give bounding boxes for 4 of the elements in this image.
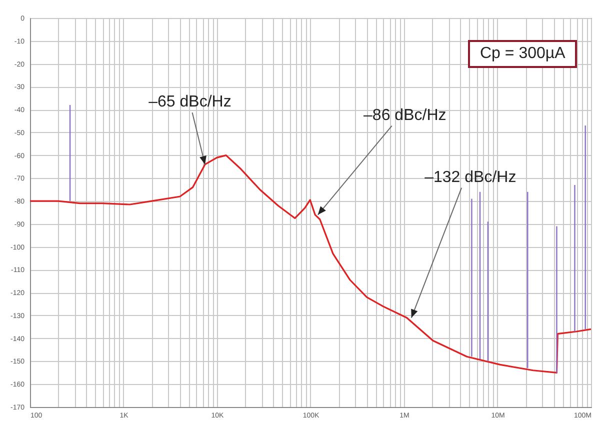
- annotation: Cp = 300µA: [468, 40, 578, 68]
- annotation: –132 dBc/Hz: [424, 168, 516, 186]
- annotation: –86 dBc/Hz: [364, 107, 446, 124]
- annotation: –65 dBc/Hz: [148, 94, 232, 111]
